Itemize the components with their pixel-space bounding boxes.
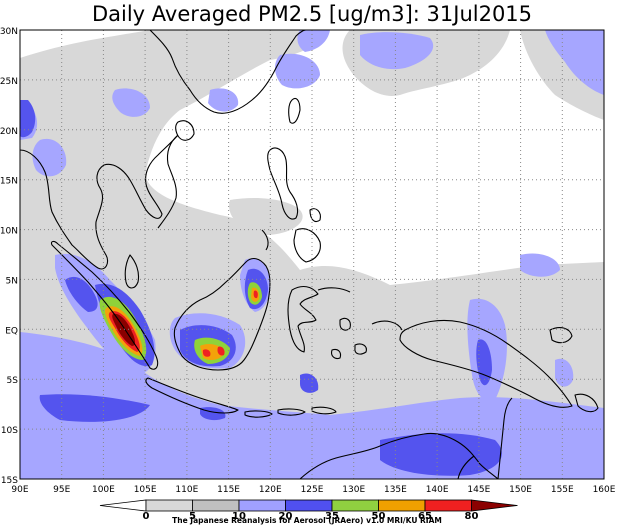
colorbar-level-label: 0 [143,511,150,522]
colorbar-swatch [238,499,286,512]
lat-tick-label: 15N [0,177,18,187]
credit-text: The Japanese Reanalysis for Aerosol (JRA… [172,516,442,525]
colorbar-level-label: 80 [465,511,479,522]
colorbar-level-label: 10 [232,511,246,522]
figure-title: Daily Averaged PM2.5 [ug/m3]: 31Jul2015 [92,2,532,26]
lat-tick-label: 10S [1,426,18,436]
lat-tick-label: 30N [0,27,18,37]
lon-tick-label: 145E [467,485,490,495]
lon-tick-label: 140E [426,485,449,495]
colorbar-level-label: 20 [279,511,293,522]
colorbar-swatch [285,499,333,512]
colorbar-level-label: 65 [418,511,432,522]
lat-tick-label: 10N [0,227,18,237]
lon-tick-label: 110E [175,485,198,495]
contour-level-80-plus [112,313,135,346]
lon-tick-label: 160E [593,485,616,495]
coastlines [20,30,599,479]
lon-tick-label: 115E [217,485,240,495]
lat-tick-label: 5N [6,276,18,286]
colorbar-swatch [424,499,472,512]
lon-tick-label: 105E [134,485,157,495]
lat-tick-label: 15S [1,476,18,486]
lon-tick-label: 135E [384,485,407,495]
lon-tick-label: 150E [509,485,532,495]
lon-tick-label: 95E [53,485,70,495]
pm25-concentration-field [20,30,604,479]
colorbar-swatch [192,499,240,512]
colorbar-swatch [145,499,193,512]
lon-tick-label: 100E [92,485,115,495]
lon-tick-label: 130E [342,485,365,495]
lat-tick-label: 25N [0,77,18,87]
lon-tick-label: 90E [11,485,28,495]
colorbar-swatch [331,499,379,512]
colorbar-level-label: 50 [372,511,386,522]
lon-tick-label: 125E [301,485,324,495]
lat-tick-label: 20N [0,127,18,137]
colorbar-high-arrow [471,499,518,512]
map-frame [19,29,605,480]
lat-tick-label: 5S [7,376,19,386]
lon-tick-label: 120E [259,485,282,495]
colorbar-swatch [378,499,426,512]
lon-tick-label: 155E [551,485,574,495]
longitude-axis-labels: 90E 95E 100E 105E 110E 115E 120E 125E 130E 135E 14… [11,485,615,495]
colorbar-level-label: 5 [189,511,196,522]
colorbar-low-arrow [99,499,147,512]
map-border [19,29,605,480]
colorbar: 0 5 10 20 35 50 65 80 [99,499,518,522]
gridlines [20,30,604,479]
colorbar-level-label: 35 [325,511,339,522]
latitude-axis-labels: 30N 25N 20N 15N 10N 5N EQ 5S 10S 15S [0,27,18,486]
lat-tick-label: EQ [5,326,18,336]
